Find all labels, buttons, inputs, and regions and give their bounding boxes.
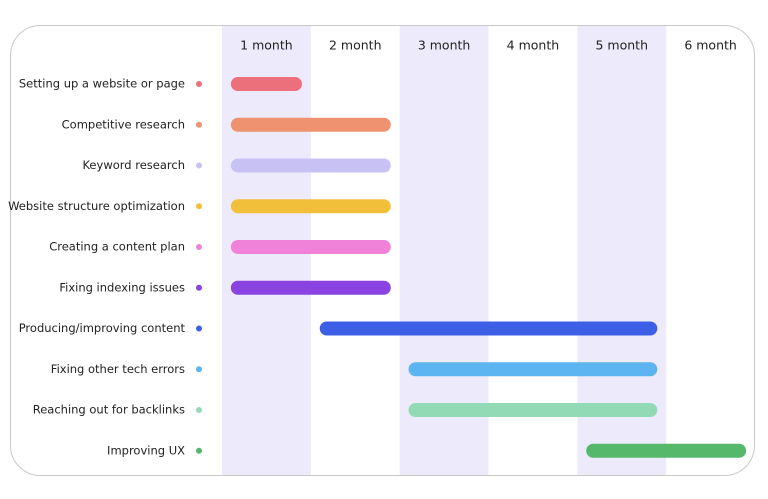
task-label: Producing/improving content — [19, 321, 186, 335]
task-label: Setting up a website or page — [19, 77, 185, 91]
task-dot — [196, 244, 202, 250]
task-dot — [196, 284, 202, 291]
bar — [408, 362, 658, 377]
task-dot — [196, 447, 202, 454]
task-dot — [196, 407, 202, 413]
bar — [586, 443, 747, 458]
column-label: 2 month — [329, 38, 382, 53]
column-label: 4 month — [507, 38, 560, 53]
task-dot — [196, 81, 202, 87]
column-label: 3 month — [418, 38, 471, 53]
task-dot — [196, 121, 202, 128]
bar — [230, 77, 302, 91]
task-dot — [196, 162, 202, 169]
task-label: Keyword research — [82, 158, 185, 172]
task-label: Website structure optimization — [8, 199, 185, 213]
task-label: Competitive research — [62, 117, 185, 131]
task-label: Creating a content plan — [49, 240, 185, 254]
column-shade — [399, 26, 489, 475]
column-label: 6 month — [684, 38, 737, 53]
column-label: 1 month — [240, 38, 293, 53]
bar — [230, 158, 391, 173]
bar — [319, 321, 658, 336]
task-dot — [196, 366, 202, 373]
bar — [408, 403, 658, 417]
bar — [230, 117, 391, 132]
task-label: Fixing other tech errors — [51, 362, 185, 376]
task-label: Reaching out for backlinks — [33, 403, 185, 417]
task-label: Improving UX — [107, 443, 185, 457]
task-label: Fixing indexing issues — [59, 280, 185, 294]
bar — [230, 280, 391, 295]
column-shade — [577, 26, 667, 475]
bar — [230, 199, 391, 214]
column-label: 5 month — [596, 38, 649, 53]
task-dot — [196, 325, 202, 332]
bar — [230, 240, 391, 254]
task-dot — [196, 203, 202, 210]
